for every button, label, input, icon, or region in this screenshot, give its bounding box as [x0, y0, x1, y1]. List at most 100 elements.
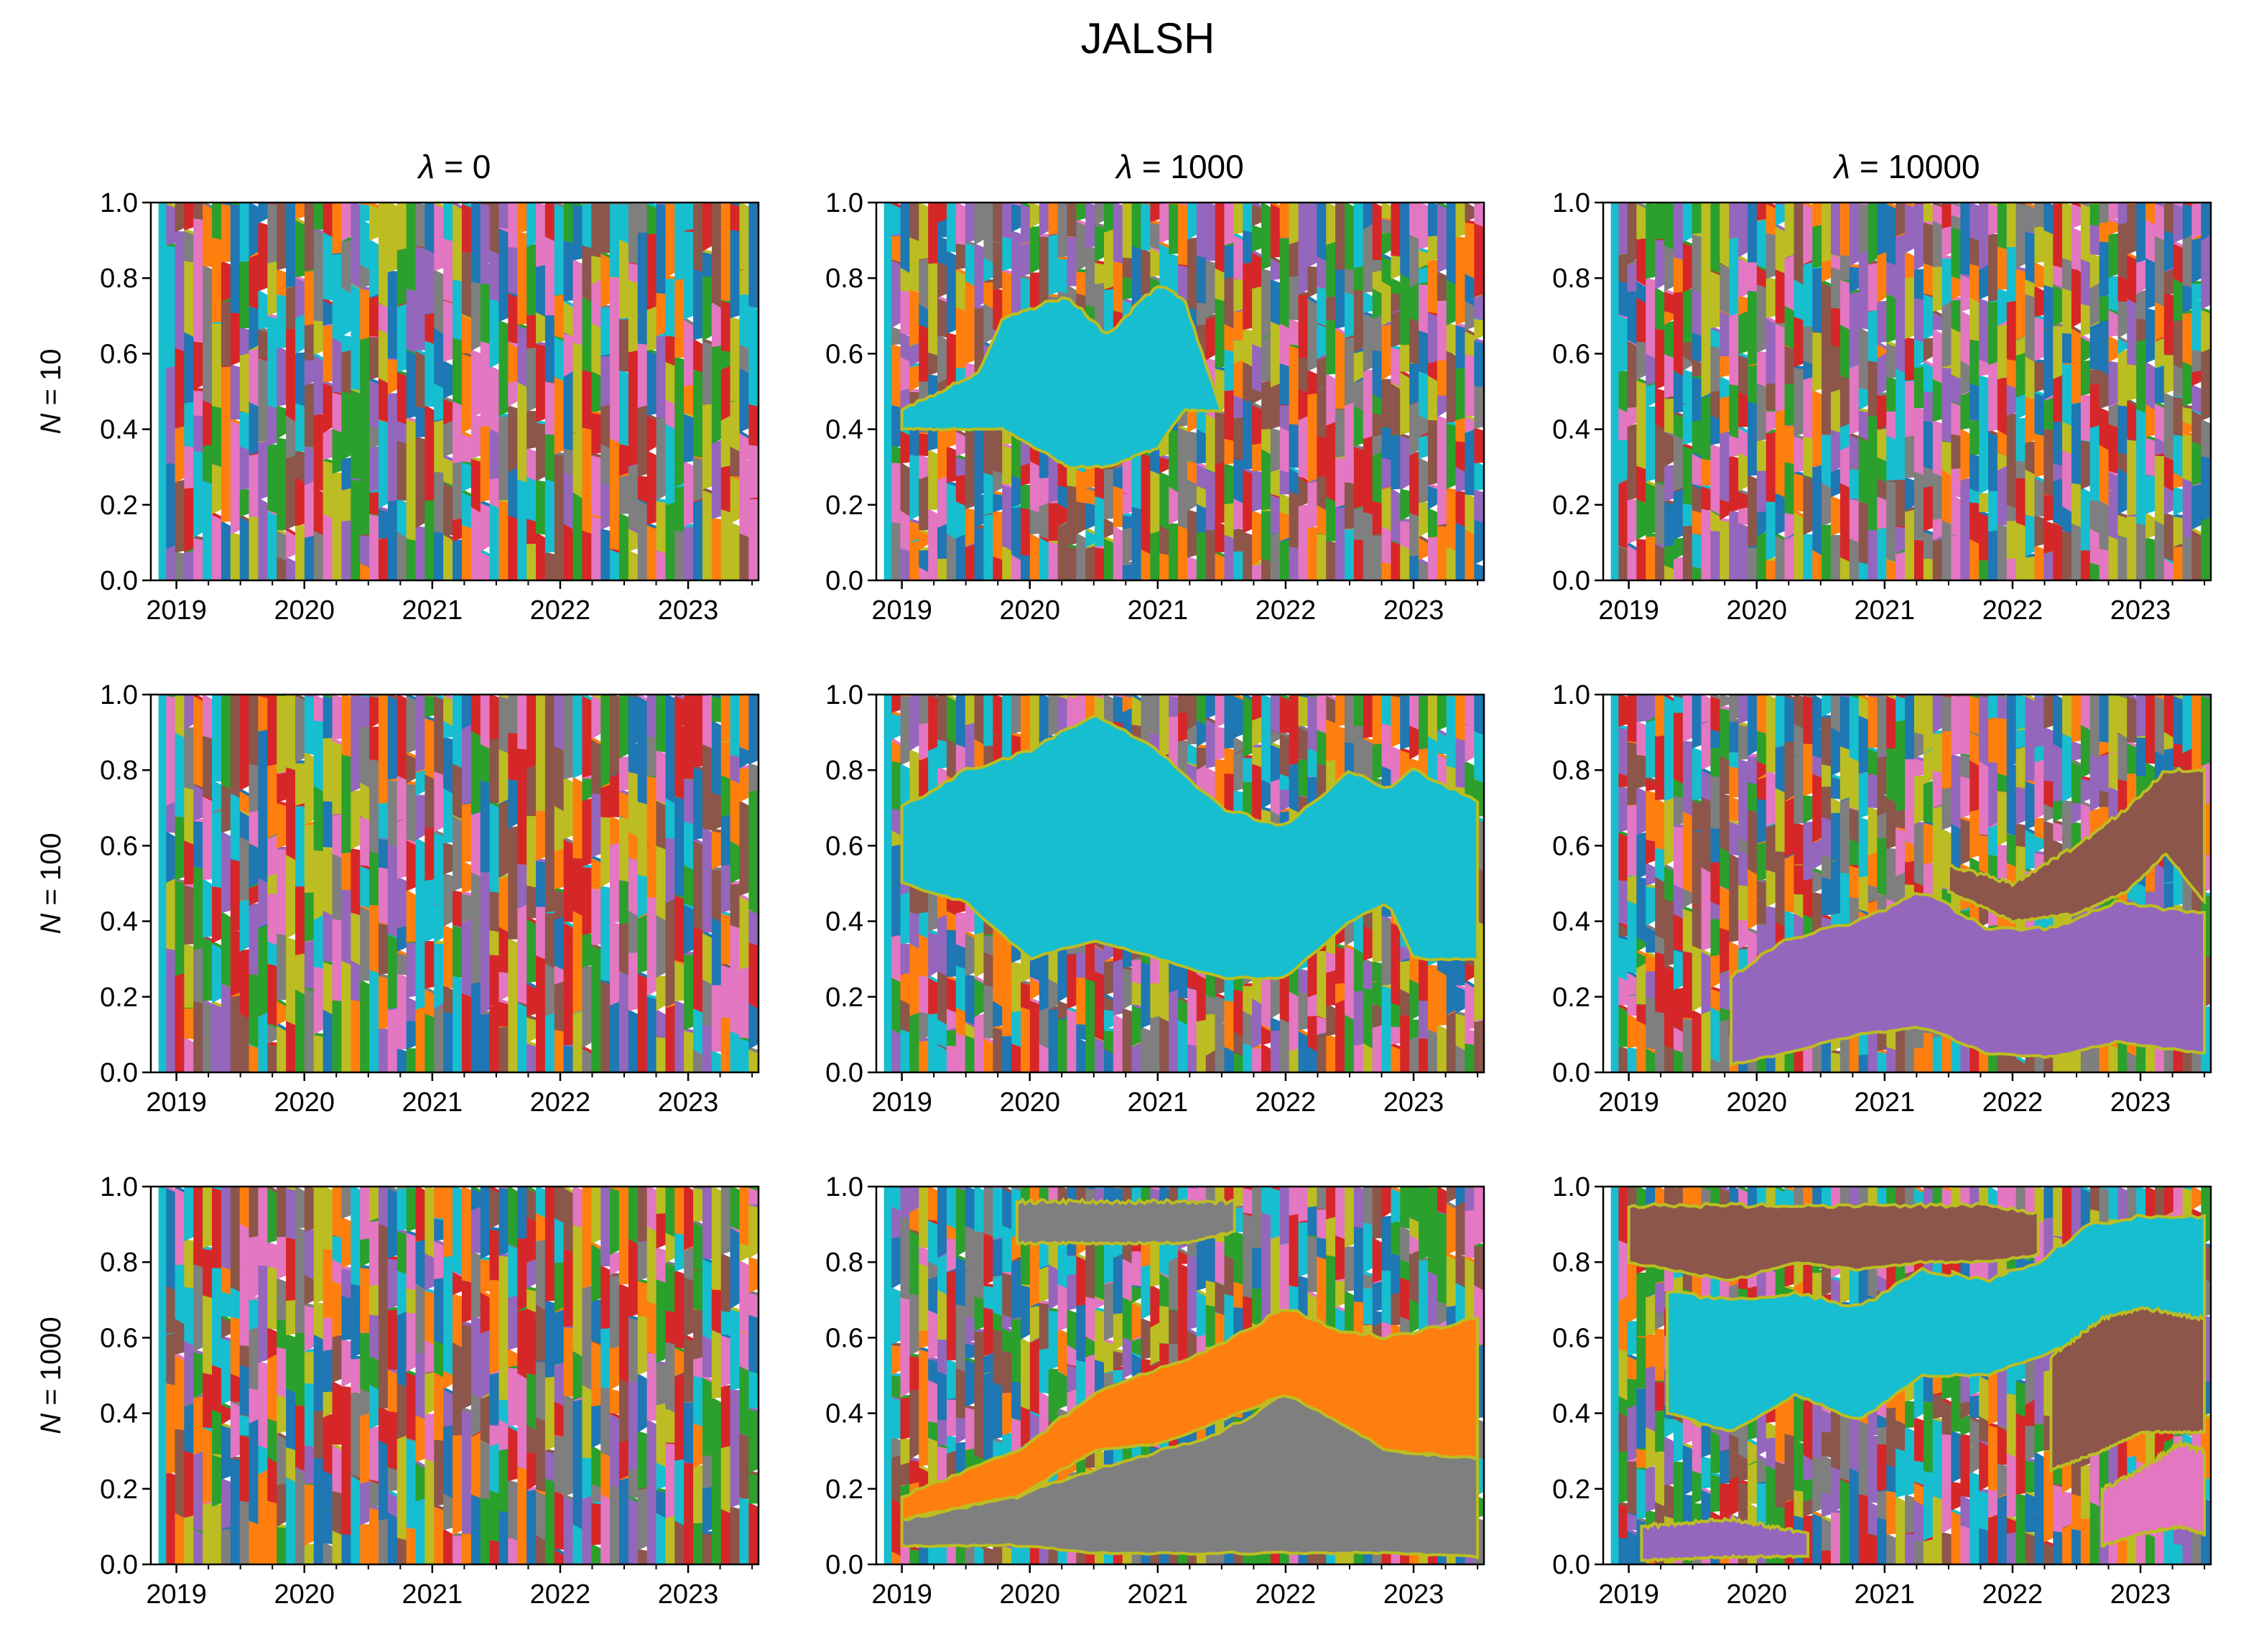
- weight-band: [2136, 335, 2147, 412]
- weight-band: [2034, 223, 2045, 264]
- figure-title: JALSH: [1081, 14, 1215, 62]
- y-tick-label: 1.0: [825, 188, 863, 218]
- weight-band: [1766, 868, 1777, 907]
- weight-band: [1391, 254, 1401, 279]
- weight-band: [748, 787, 758, 850]
- weight-band: [2071, 325, 2082, 404]
- weight-band: [1344, 526, 1355, 580]
- weight-band: [1113, 203, 1124, 264]
- weight-band: [1664, 761, 1675, 802]
- weight-band: [193, 998, 204, 1072]
- weight-band: [1655, 480, 1666, 546]
- weight-band: [2191, 282, 2202, 301]
- weight-band: [1673, 947, 1684, 990]
- weight-band-edge: [1233, 232, 1244, 241]
- weight-band: [470, 978, 482, 1072]
- weight-band: [563, 695, 575, 780]
- weight-band-edge: [1270, 256, 1281, 264]
- weight-band: [1692, 287, 1703, 337]
- weight-band: [1474, 726, 1484, 784]
- weight-band: [453, 923, 463, 978]
- weight-band-edge: [555, 452, 565, 456]
- weight-band: [341, 287, 352, 337]
- weight-band: [1113, 483, 1124, 527]
- weight-band: [498, 745, 509, 804]
- weight-band: [2006, 555, 2018, 580]
- weight-band: [1766, 430, 1777, 502]
- weight-band: [1381, 695, 1392, 727]
- weight-band: [1122, 562, 1133, 580]
- weight-band: [955, 911, 967, 949]
- weight-band-edge: [461, 430, 473, 438]
- weight-band: [1636, 498, 1647, 541]
- weight-band: [1419, 998, 1429, 1039]
- weight-band: [610, 998, 621, 1072]
- weight-band: [277, 405, 287, 440]
- weight-band: [1446, 203, 1457, 286]
- weight-band: [2043, 493, 2054, 521]
- weight-band-edge: [1627, 542, 1638, 551]
- weight-band: [341, 485, 352, 521]
- weight-band: [193, 947, 204, 1004]
- weight-band-edge: [1021, 980, 1031, 985]
- weight-band: [2127, 437, 2138, 516]
- weight-band-edge: [1400, 747, 1411, 753]
- weight-band: [1363, 721, 1374, 738]
- weight-band-edge: [1363, 958, 1374, 965]
- weight-band: [646, 732, 658, 778]
- weight-band-edge: [2182, 404, 2193, 409]
- weight-band: [1997, 322, 2008, 380]
- weight-band: [341, 748, 352, 854]
- weight-band: [2025, 554, 2036, 580]
- weight-band: [684, 952, 695, 981]
- weight-band-edge: [415, 837, 427, 846]
- weight-band: [946, 332, 957, 386]
- weight-band: [1187, 556, 1198, 580]
- weight-band: [351, 959, 361, 1002]
- weight-band: [1122, 491, 1133, 515]
- weight-band: [1261, 332, 1272, 382]
- weight-band: [1474, 695, 1484, 735]
- weight-band: [1756, 532, 1768, 580]
- weight-band: [1169, 1013, 1179, 1072]
- weight-band: [1057, 203, 1068, 258]
- weight-band: [891, 519, 902, 580]
- weight-band: [720, 415, 732, 468]
- weight-band-edge: [211, 512, 223, 519]
- weight-band: [618, 203, 630, 245]
- weight-band: [1738, 521, 1749, 580]
- weight-band: [1353, 264, 1365, 292]
- weight-band: [1822, 784, 1832, 822]
- weight-band-edge: [526, 980, 537, 989]
- weight-band: [443, 480, 454, 536]
- weight-band: [2034, 515, 2045, 547]
- weight-band: [1409, 451, 1420, 516]
- weight-band-edge: [1654, 287, 1666, 296]
- weight-band: [277, 695, 287, 774]
- weight-band: [1636, 695, 1647, 723]
- weight-band: [249, 970, 259, 1049]
- weight-band: [1455, 735, 1466, 789]
- weight-band: [1627, 338, 1638, 409]
- weight-band: [1886, 434, 1897, 481]
- weight-band: [572, 932, 583, 1014]
- weight-band: [1224, 243, 1235, 279]
- weight-band: [508, 826, 519, 939]
- weight-band: [946, 737, 957, 781]
- weight-band: [313, 529, 325, 580]
- weight-band-edge: [955, 429, 967, 437]
- y-tick-label: 0.2: [100, 491, 138, 521]
- weight-band: [175, 231, 185, 352]
- weight-band: [955, 965, 967, 1013]
- dominant-weight-band: [900, 713, 1480, 981]
- weight-band: [1710, 827, 1721, 863]
- weight-band: [332, 472, 343, 580]
- weight-band: [508, 203, 519, 249]
- weight-band: [1067, 544, 1077, 580]
- weight-band: [900, 998, 911, 1034]
- weight-band: [2080, 360, 2092, 396]
- weight-band: [489, 1001, 500, 1072]
- weight-band: [387, 841, 399, 938]
- weight-band: [600, 978, 611, 1072]
